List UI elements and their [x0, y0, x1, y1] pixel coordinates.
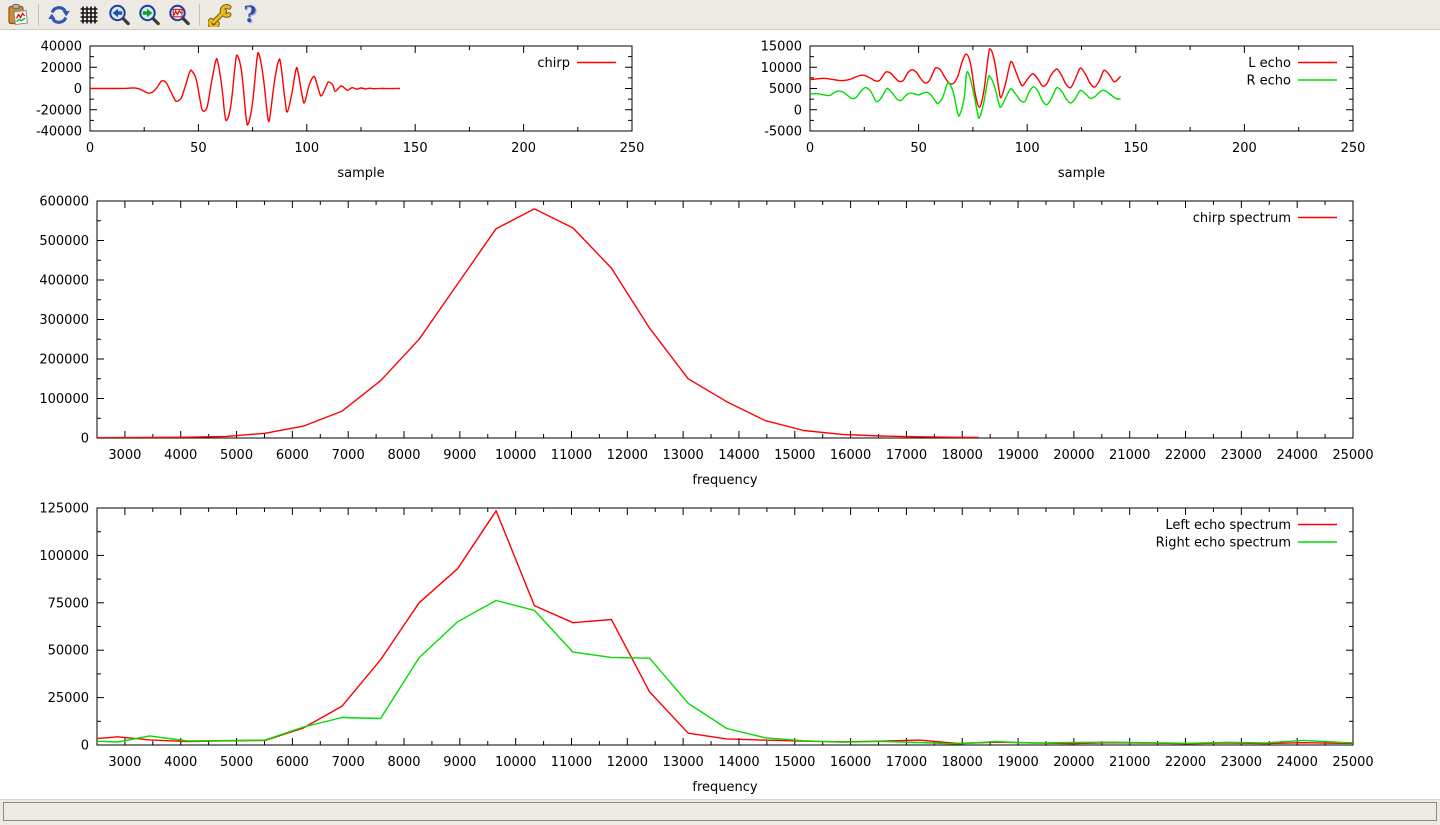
toolbar: ? ? [0, 0, 1440, 30]
refresh-icon [48, 5, 70, 24]
help-icon: ? ? [244, 3, 258, 27]
toolbar-separator [38, 3, 39, 26]
zoom-previous-icon [109, 4, 130, 25]
copy-to-clipboard-button[interactable] [4, 1, 32, 28]
configure-button[interactable] [206, 1, 234, 28]
svg-text:?: ? [244, 3, 257, 27]
zoom-previous-button[interactable] [105, 1, 133, 28]
grid-button[interactable] [75, 1, 103, 28]
plot-canvas[interactable] [0, 31, 1440, 799]
zoom-next-icon [139, 4, 160, 25]
toolbar-separator [199, 3, 200, 26]
status-field [3, 802, 1437, 821]
help-button[interactable]: ? ? [236, 1, 264, 28]
zoom-next-button[interactable] [135, 1, 163, 28]
grid-icon [80, 6, 98, 23]
svg-text:?: ? [245, 3, 258, 27]
autoscale-button[interactable] [165, 1, 193, 28]
status-bar [0, 799, 1440, 825]
wrench-icon [208, 3, 232, 27]
clipboard-icon [8, 3, 29, 25]
replot-button[interactable] [45, 1, 73, 28]
autoscale-icon [169, 4, 190, 25]
